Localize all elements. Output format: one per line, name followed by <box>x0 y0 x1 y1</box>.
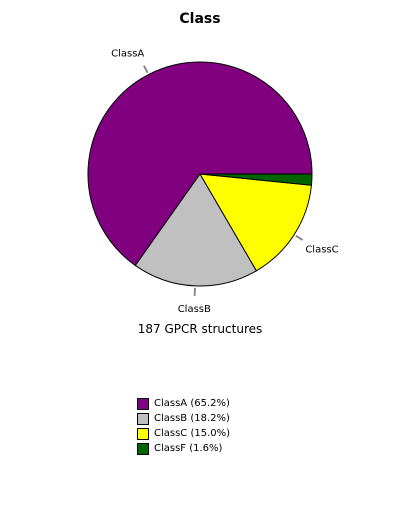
chart-legend: ClassA (65.2%) ClassB (18.2%) ClassC (15.0… <box>137 396 230 456</box>
legend-swatch <box>137 442 149 455</box>
pie-slice-classc <box>199 173 312 272</box>
legend-swatch <box>137 412 149 425</box>
legend-swatch <box>137 427 149 440</box>
pie-slice-classa <box>87 61 313 267</box>
label-tick-classa <box>143 65 149 74</box>
chart-title: Class <box>179 11 220 27</box>
pie-label-classb: ClassB <box>178 304 211 315</box>
legend-label: ClassF (1.6%) <box>154 442 223 454</box>
legend-item-classb: ClassB (18.2%) <box>137 411 230 426</box>
legend-label: ClassB (18.2%) <box>154 412 230 424</box>
legend-item-classc: ClassC (15.0%) <box>137 426 230 441</box>
label-tick-classc <box>295 234 304 241</box>
legend-label: ClassA (65.2%) <box>154 397 230 409</box>
pie-label-classc: ClassC <box>305 244 338 255</box>
pie-label-classa: ClassA <box>111 49 144 60</box>
legend-item-classa: ClassA (65.2%) <box>137 396 230 411</box>
pie-slices <box>87 61 313 287</box>
legend-item-classf: ClassF (1.6%) <box>137 441 230 456</box>
pie-labels: ClassA ClassB ClassC <box>111 49 339 315</box>
pie-slice-classb <box>134 173 258 287</box>
legend-label: ClassC (15.0%) <box>154 427 231 439</box>
chart-caption: 187 GPCR structures <box>138 322 263 336</box>
legend-swatch <box>137 397 149 410</box>
pie-slice-classf <box>199 173 313 186</box>
